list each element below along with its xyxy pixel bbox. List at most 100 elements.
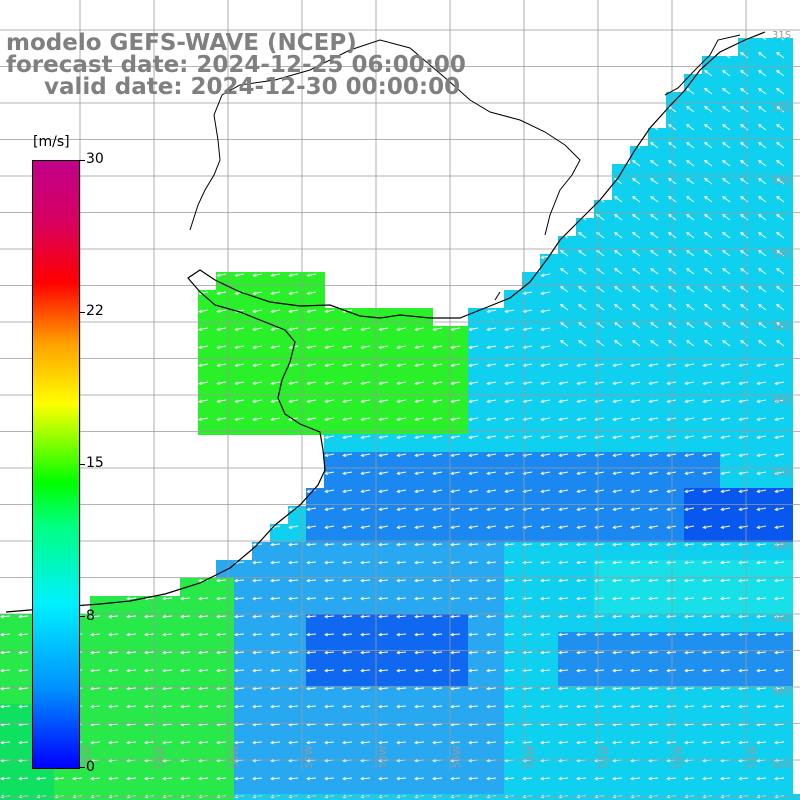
wind-speed-cell <box>738 740 757 759</box>
wind-arrow <box>738 614 749 619</box>
wind-speed-cell <box>216 650 235 669</box>
wind-speed-cell <box>90 614 109 633</box>
wind-arrow <box>594 525 605 530</box>
wind-arrow <box>198 309 209 314</box>
wind-speed-cell <box>234 362 253 381</box>
wind-speed-cell <box>648 650 667 669</box>
wind-speed-cell <box>234 614 253 633</box>
wind-arrow <box>632 160 641 167</box>
wind-speed-cell <box>612 380 631 399</box>
wind-arrow <box>702 525 713 530</box>
wind-arrow <box>468 525 479 530</box>
wind-speed-cell <box>540 560 559 579</box>
wind-arrow <box>632 142 641 149</box>
wind-speed-cell <box>198 722 217 741</box>
wind-speed-cell <box>774 452 793 471</box>
wind-arrow <box>396 489 407 494</box>
wind-speed-cell <box>306 632 325 651</box>
wind-speed-cell <box>738 452 757 471</box>
wind-arrow <box>560 304 569 311</box>
wind-arrow <box>756 614 767 619</box>
wind-speed-cell <box>450 776 469 795</box>
wind-speed-cell <box>36 776 55 795</box>
wind-arrow <box>576 740 587 745</box>
wind-speed-cell <box>702 632 721 651</box>
wind-speed-cell <box>540 722 559 741</box>
wind-speed-cell <box>504 290 523 309</box>
wind-arrow <box>594 578 605 583</box>
wind-speed-cell <box>612 254 631 273</box>
wind-speed-cell <box>432 398 451 417</box>
wind-arrow <box>648 435 659 440</box>
wind-speed-cell <box>306 524 325 543</box>
wind-speed-cell <box>684 128 703 147</box>
wind-speed-cell <box>144 650 163 669</box>
wind-arrow <box>740 286 749 293</box>
wind-arrow <box>684 542 695 547</box>
wind-speed-cell <box>252 596 271 615</box>
wind-arrow <box>396 596 407 601</box>
wind-speed-cell <box>774 200 793 219</box>
wind-arrow <box>540 327 551 332</box>
wind-arrow <box>198 740 209 745</box>
wind-speed-cell <box>306 794 325 800</box>
wind-arrow <box>216 650 227 655</box>
wind-speed-cell <box>630 344 649 363</box>
wind-arrow <box>252 650 263 655</box>
wind-arrow <box>468 560 479 565</box>
wind-speed-cell <box>90 704 109 723</box>
wind-speed-cell <box>432 416 451 435</box>
wind-arrow <box>396 399 407 404</box>
wind-speed-cell <box>648 524 667 543</box>
wind-arrow <box>576 614 587 619</box>
wind-speed-cell <box>738 200 757 219</box>
wind-arrow <box>630 471 641 476</box>
wind-speed-cell <box>612 560 631 579</box>
wind-arrow <box>324 327 335 332</box>
wind-speed-cell <box>504 650 523 669</box>
wind-speed-cell <box>396 506 415 525</box>
wind-arrow <box>758 196 767 203</box>
wind-speed-cell <box>594 290 613 309</box>
wind-speed-cell <box>450 668 469 687</box>
wind-speed-cell <box>702 614 721 633</box>
wind-arrow <box>270 291 281 296</box>
wind-speed-cell <box>450 740 469 759</box>
wind-speed-cell <box>702 308 721 327</box>
wind-arrow <box>432 650 443 655</box>
wind-arrow <box>756 381 767 386</box>
wind-arrow <box>612 686 623 691</box>
wind-speed-cell <box>648 326 667 345</box>
wind-speed-cell <box>396 722 415 741</box>
wind-arrow <box>468 740 479 745</box>
wind-speed-cell <box>576 470 595 489</box>
wind-arrow <box>486 471 497 476</box>
wind-arrow <box>684 507 695 512</box>
wind-arrow <box>342 381 353 386</box>
wind-arrow <box>740 340 749 347</box>
wind-speed-cell <box>666 308 685 327</box>
wind-arrow <box>450 632 461 637</box>
wind-speed-cell <box>756 560 775 579</box>
wind-speed-cell <box>378 668 397 687</box>
wind-speed-cell <box>414 578 433 597</box>
wind-arrow <box>252 578 263 583</box>
wind-speed-cell <box>576 254 595 273</box>
wind-arrow <box>72 776 83 781</box>
wind-arrow <box>666 489 677 494</box>
wind-arrow <box>18 776 29 781</box>
wind-arrow <box>594 381 605 386</box>
wind-speed-cell <box>576 524 595 543</box>
wind-arrow <box>558 417 569 422</box>
wind-speed-cell <box>774 434 793 453</box>
wind-speed-cell <box>684 218 703 237</box>
wind-arrow <box>722 124 731 131</box>
wind-arrow <box>756 650 767 655</box>
wind-arrow <box>270 650 281 655</box>
wind-speed-cell <box>558 686 577 705</box>
wind-arrow <box>612 650 623 655</box>
wind-speed-cell <box>360 524 379 543</box>
wind-speed-cell <box>270 686 289 705</box>
wind-arrow <box>198 399 209 404</box>
wind-speed-cell <box>342 542 361 561</box>
